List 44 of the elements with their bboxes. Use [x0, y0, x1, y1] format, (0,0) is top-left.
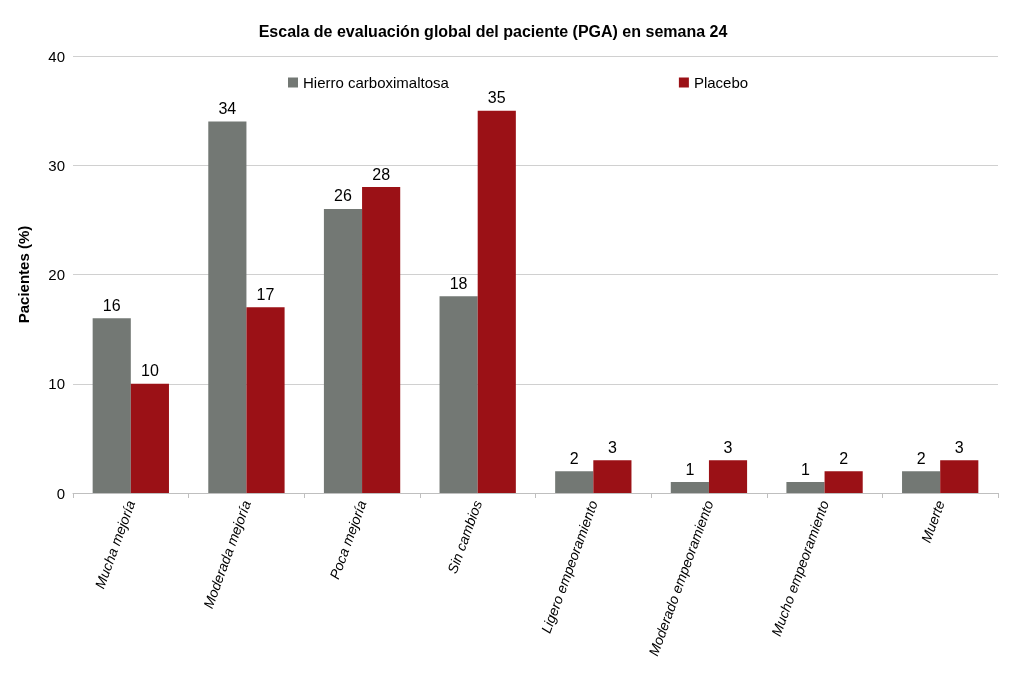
x-tick-label: Mucha mejoría — [91, 498, 139, 591]
data-label: 1 — [685, 460, 695, 478]
data-label: 10 — [140, 362, 159, 380]
data-label: 16 — [102, 296, 121, 314]
bar — [902, 471, 941, 493]
y-tick-label: 10 — [48, 375, 65, 393]
data-label: 34 — [218, 100, 237, 118]
data-label: 18 — [449, 274, 468, 292]
y-tick-label: 20 — [48, 266, 65, 283]
legend-label: Hierro carboximaltosa — [303, 74, 450, 91]
data-label: 28 — [372, 165, 391, 183]
data-label: 2 — [916, 449, 926, 467]
bar — [786, 482, 825, 493]
x-tick-label: Poca mejoría — [326, 498, 370, 582]
data-label: 3 — [607, 438, 617, 456]
bar — [824, 471, 863, 493]
data-label: 3 — [723, 438, 733, 456]
bar — [362, 187, 401, 493]
bar — [555, 471, 594, 493]
bar — [670, 482, 709, 493]
data-label: 2 — [839, 449, 849, 467]
data-label: 35 — [487, 89, 506, 107]
bar — [593, 460, 632, 493]
bar — [323, 208, 363, 493]
data-label: 3 — [954, 438, 964, 456]
bar — [208, 121, 247, 493]
bar — [92, 318, 131, 493]
chart-title: Escala de evaluación global del paciente (PGA) en semana 24 — [258, 22, 728, 40]
y-tick-label: 0 — [56, 484, 65, 502]
bar — [708, 460, 748, 493]
bar — [130, 383, 169, 493]
data-label: 1 — [801, 460, 811, 478]
y-tick-label: 40 — [48, 47, 65, 65]
data-label: 2 — [569, 449, 579, 467]
data-label: 26 — [334, 187, 352, 205]
bar — [246, 307, 285, 493]
y-tick-label: 30 — [48, 156, 65, 174]
bar — [940, 460, 979, 493]
bar — [439, 296, 478, 493]
data-label: 17 — [256, 285, 275, 303]
x-tick-label: Muerte — [917, 498, 948, 545]
y-axis-title: Pacientes (%) — [15, 225, 32, 324]
legend-label: Placebo — [693, 74, 749, 91]
bar — [477, 110, 516, 493]
